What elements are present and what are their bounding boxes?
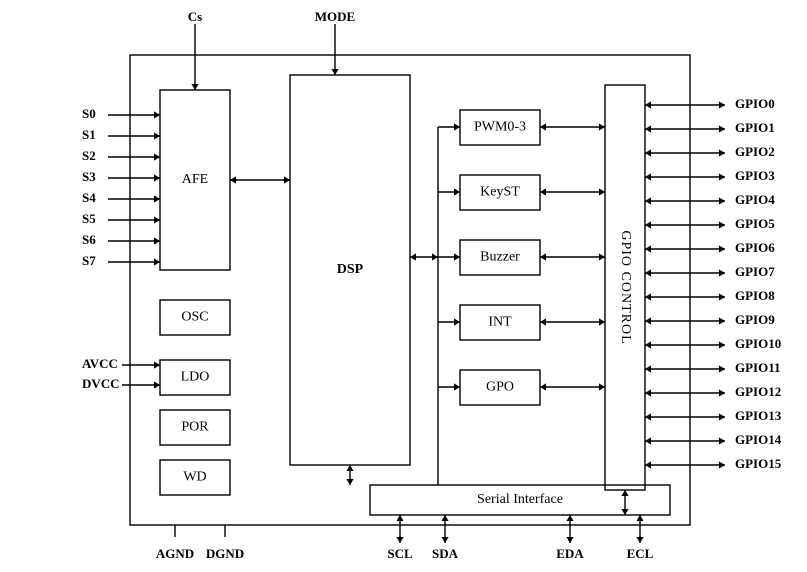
svg-text:GPIO14: GPIO14	[735, 432, 782, 447]
svg-text:LDO: LDO	[181, 370, 210, 385]
svg-text:OSC: OSC	[181, 310, 208, 325]
svg-text:SDA: SDA	[432, 546, 459, 561]
svg-text:S0: S0	[82, 106, 96, 121]
svg-text:GPIO2: GPIO2	[735, 144, 775, 159]
svg-text:MODE: MODE	[315, 9, 355, 24]
svg-text:Serial Interface: Serial Interface	[477, 492, 563, 507]
svg-text:DGND: DGND	[206, 546, 244, 561]
svg-text:GPIO5: GPIO5	[735, 216, 775, 231]
svg-text:EDA: EDA	[556, 546, 584, 561]
svg-text:DVCC: DVCC	[82, 376, 120, 391]
svg-text:GPIO1: GPIO1	[735, 120, 775, 135]
svg-text:S3: S3	[82, 169, 96, 184]
svg-text:GPIO7: GPIO7	[735, 264, 775, 279]
svg-text:SCL: SCL	[387, 546, 413, 561]
svg-text:WD: WD	[183, 470, 206, 485]
svg-text:S7: S7	[82, 253, 96, 268]
svg-text:POR: POR	[181, 420, 209, 435]
svg-text:S4: S4	[82, 190, 96, 205]
svg-text:PWM0-3: PWM0-3	[474, 120, 526, 135]
svg-text:GPIO3: GPIO3	[735, 168, 775, 183]
svg-text:Buzzer: Buzzer	[480, 250, 520, 265]
svg-text:GPIO CONTROL: GPIO CONTROL	[618, 230, 633, 344]
svg-text:S1: S1	[82, 127, 96, 142]
svg-text:GPIO10: GPIO10	[735, 336, 781, 351]
svg-text:GPO: GPO	[486, 380, 514, 395]
svg-text:GPIO8: GPIO8	[735, 288, 775, 303]
svg-text:ECL: ECL	[627, 546, 654, 561]
svg-text:S6: S6	[82, 232, 96, 247]
svg-text:GPIO13: GPIO13	[735, 408, 782, 423]
svg-text:AFE: AFE	[182, 172, 208, 187]
svg-text:AVCC: AVCC	[82, 356, 118, 371]
svg-text:S5: S5	[82, 211, 96, 226]
svg-text:S2: S2	[82, 148, 96, 163]
svg-text:GPIO6: GPIO6	[735, 240, 775, 255]
svg-text:GPIO9: GPIO9	[735, 312, 775, 327]
svg-text:KeyST: KeyST	[480, 185, 520, 200]
svg-text:GPIO15: GPIO15	[735, 456, 782, 471]
svg-text:DSP: DSP	[337, 262, 364, 277]
svg-text:GPIO11: GPIO11	[735, 360, 781, 375]
block-diagram: AFE OSC LDO POR WD DSP PWM0-3 KeyST Buzzer INT GPO…	[0, 0, 807, 572]
svg-text:INT: INT	[488, 315, 512, 330]
svg-text:Cs: Cs	[188, 9, 202, 24]
svg-text:GPIO4: GPIO4	[735, 192, 775, 207]
svg-text:AGND: AGND	[156, 546, 194, 561]
svg-text:GPIO0: GPIO0	[735, 96, 775, 111]
svg-text:GPIO12: GPIO12	[735, 384, 781, 399]
